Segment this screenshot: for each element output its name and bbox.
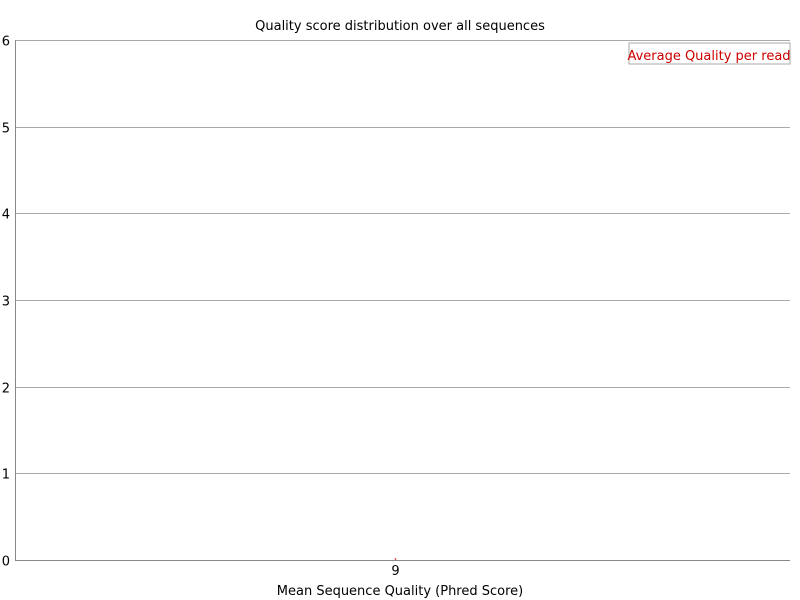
y-tick-label: 3 [2, 295, 10, 310]
legend-entry-average-quality: Average Quality per read [627, 49, 790, 64]
y-tick-label: 2 [2, 382, 10, 397]
x-axis-ticks: 9 [391, 564, 399, 579]
chart-title: Quality score distribution over all sequ… [255, 19, 545, 34]
y-tick-label: 0 [2, 555, 10, 570]
y-tick-label: 1 [2, 468, 10, 483]
legend: Average Quality per read [627, 42, 791, 65]
series-point [394, 558, 397, 560]
axes [15, 40, 790, 561]
gridlines [15, 40, 790, 474]
y-tick-label: 4 [2, 208, 10, 223]
y-tick-label: 6 [2, 35, 10, 50]
x-tick-label: 9 [391, 564, 399, 579]
legend-box [628, 42, 791, 65]
y-axis-ticks: 0 1 2 3 4 5 6 [2, 35, 10, 570]
y-tick-label: 5 [2, 122, 10, 137]
x-axis-label: Mean Sequence Quality (Phred Score) [277, 584, 523, 599]
data-series [394, 558, 397, 560]
